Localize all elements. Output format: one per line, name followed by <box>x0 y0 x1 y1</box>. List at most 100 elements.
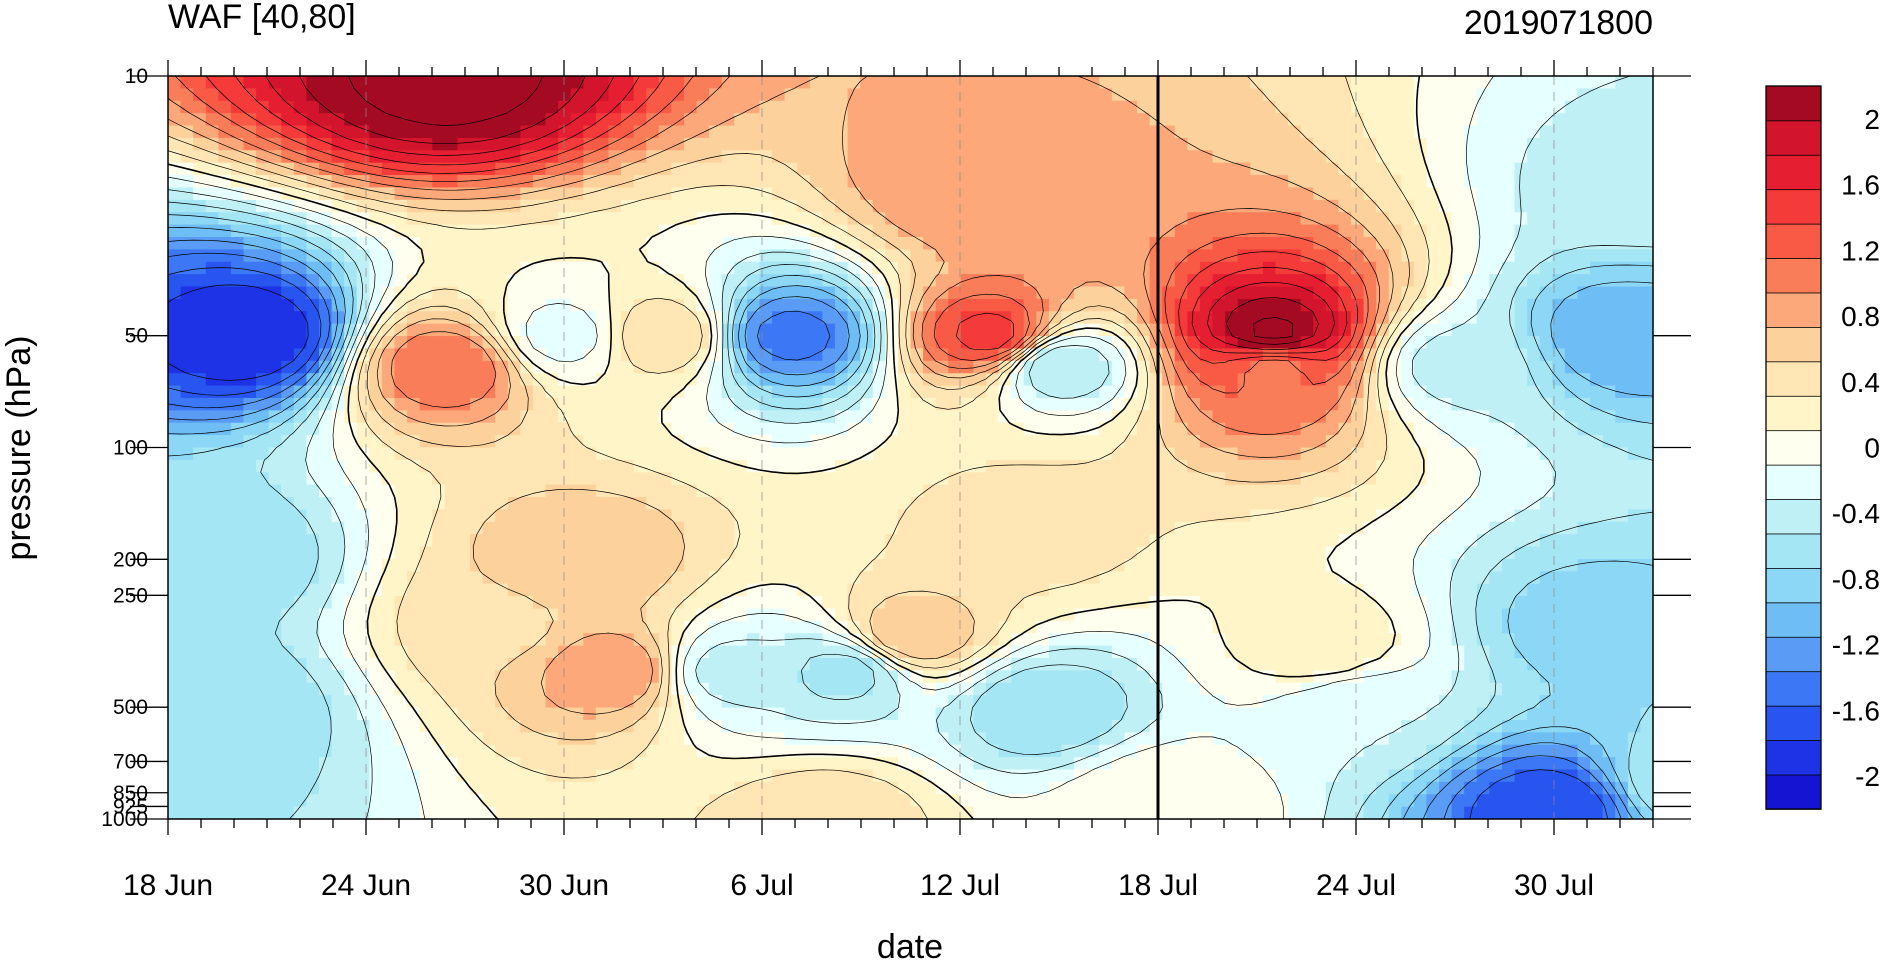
field-cell <box>1401 298 1415 312</box>
field-cell <box>482 88 496 102</box>
field-cell <box>1640 249 1653 263</box>
field-cell <box>784 323 798 337</box>
field-cell <box>1527 410 1541 424</box>
field-cell <box>986 261 1000 275</box>
field-cell <box>1552 236 1566 250</box>
field-cell <box>834 125 849 139</box>
field-cell <box>356 596 370 610</box>
field-cell <box>646 113 660 127</box>
field-cell <box>520 336 534 350</box>
field-cell <box>344 224 358 238</box>
field-cell <box>1552 261 1566 275</box>
field-cell <box>860 88 874 102</box>
field-cell <box>293 521 308 535</box>
field-cell <box>1413 497 1428 511</box>
field-cell <box>1401 286 1415 300</box>
field-cell <box>495 534 509 548</box>
field-cell <box>709 261 723 275</box>
field-cell <box>671 397 685 411</box>
field-cell <box>532 534 547 548</box>
field-cell <box>885 249 899 263</box>
field-cell <box>1615 323 1629 337</box>
field-cell <box>910 125 924 139</box>
field-cell <box>960 571 975 585</box>
field-cell <box>1086 373 1100 387</box>
field-cell <box>621 546 635 560</box>
field-cell <box>1300 323 1314 337</box>
field-cell <box>595 298 610 312</box>
field-cell <box>293 558 308 572</box>
field-cell <box>1124 212 1138 226</box>
field-cell <box>709 323 723 337</box>
field-cell <box>1174 410 1188 424</box>
field-cell <box>621 435 635 449</box>
field-cell <box>1225 348 1239 362</box>
field-cell <box>860 484 874 498</box>
field-cell <box>532 249 547 263</box>
field-cell <box>1577 534 1591 548</box>
field-cell <box>180 236 194 250</box>
field-cell <box>1464 236 1478 250</box>
field-cell <box>394 373 408 387</box>
field-cell <box>872 88 886 102</box>
field-cell <box>281 274 295 288</box>
field-cell <box>470 397 484 411</box>
field-cell <box>897 274 912 288</box>
field-cell <box>583 298 597 312</box>
field-cell <box>897 199 912 213</box>
field-cell <box>1011 187 1025 201</box>
field-cell <box>847 336 861 350</box>
field-cell <box>1111 373 1126 387</box>
field-cell <box>1036 298 1050 312</box>
field-cell <box>369 373 383 387</box>
field-cell <box>495 410 509 424</box>
field-cell <box>1401 534 1415 548</box>
field-cell <box>230 212 245 226</box>
field-cell <box>1174 274 1188 288</box>
field-cell <box>935 311 949 325</box>
field-cell <box>1137 261 1151 275</box>
field-cell <box>910 261 924 275</box>
field-cell <box>986 88 1000 102</box>
field-cell <box>470 447 484 461</box>
field-cell <box>1451 397 1465 411</box>
field-cell <box>1149 509 1163 523</box>
field-cell <box>1212 175 1226 189</box>
field-cell <box>558 199 572 213</box>
field-cell <box>180 447 194 461</box>
field-cell <box>1539 410 1553 424</box>
field-cell <box>1338 113 1352 127</box>
field-cell <box>671 125 685 139</box>
field-cell <box>1439 422 1453 436</box>
field-cell <box>1048 224 1063 238</box>
field-cell <box>1074 150 1088 164</box>
field-cell <box>986 224 1000 238</box>
field-cell <box>1036 472 1050 486</box>
field-cell <box>683 88 698 102</box>
field-cell <box>558 509 572 523</box>
field-cell <box>1137 534 1151 548</box>
field-cell <box>1199 249 1214 263</box>
field-cell <box>1564 76 1579 89</box>
field-cell <box>532 385 547 399</box>
field-cell <box>734 546 748 560</box>
field-cell <box>834 88 849 102</box>
field-cell <box>1615 385 1629 399</box>
field-cell <box>671 323 685 337</box>
field-cell <box>621 113 635 127</box>
field-cell <box>910 360 924 374</box>
field-cell <box>633 521 647 535</box>
field-cell <box>595 76 610 89</box>
field-cell <box>1250 212 1264 226</box>
field-cell <box>532 236 547 250</box>
field-cell <box>1627 175 1642 189</box>
field-cell <box>1313 459 1327 473</box>
field-cell <box>1099 360 1113 374</box>
field-cell <box>205 249 219 263</box>
field-cell <box>507 459 521 473</box>
field-cell <box>1250 509 1264 523</box>
field-cell <box>243 459 257 473</box>
field-cell <box>696 336 710 350</box>
field-cell <box>1577 521 1591 535</box>
field-cell <box>1514 422 1528 436</box>
